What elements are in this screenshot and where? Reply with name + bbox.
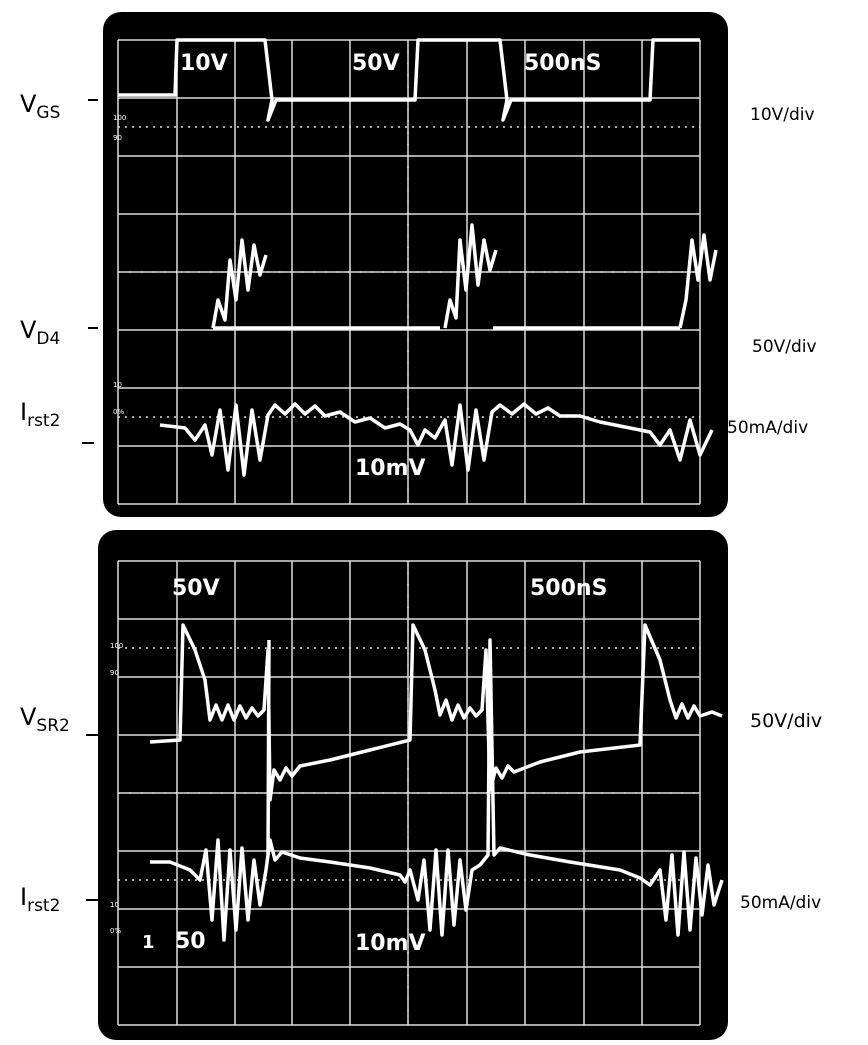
graticule-mark: 0% bbox=[110, 927, 121, 935]
screen-label: 1 bbox=[142, 932, 155, 953]
graticule-mark: 100 bbox=[113, 114, 126, 122]
signal-subscript: D4 bbox=[36, 329, 60, 349]
signal-label: VD4 bbox=[20, 316, 60, 349]
irst2-trace bbox=[150, 638, 724, 942]
signal-subscript: GS bbox=[36, 103, 60, 123]
vsr2-trace bbox=[149, 623, 723, 802]
signal-name: V bbox=[20, 316, 37, 344]
scale-label: 50V/div bbox=[750, 710, 822, 732]
screen-label: 10mV bbox=[355, 456, 426, 481]
screen-label: 500nS bbox=[524, 51, 601, 76]
vd4-trace bbox=[211, 223, 718, 330]
graticule-mark: 90 bbox=[110, 669, 119, 677]
signal-label: Irst2 bbox=[20, 883, 60, 916]
graticule-mark: 0% bbox=[113, 408, 124, 416]
scale-label: 50V/div bbox=[752, 337, 817, 357]
screen-label: 10V bbox=[180, 51, 228, 76]
signal-label: Irst2 bbox=[20, 398, 60, 431]
vgs-trace bbox=[118, 38, 700, 122]
signal-name: I bbox=[20, 398, 27, 426]
bottom-graticule bbox=[117, 560, 701, 1026]
scale-label: 50mA/div bbox=[740, 893, 821, 913]
screen-label: 500nS bbox=[530, 576, 607, 601]
scale-label: 10V/div bbox=[750, 105, 815, 125]
screen-label: 50V bbox=[352, 51, 400, 76]
graticule-mark: 100 bbox=[110, 642, 123, 650]
screen-label: 50V bbox=[172, 576, 220, 601]
signal-name: V bbox=[20, 90, 37, 118]
graticule-mark: 90 bbox=[113, 134, 122, 142]
bottom-screen bbox=[98, 530, 728, 1040]
scale-label: 50mA/div bbox=[727, 418, 808, 438]
signal-name: I bbox=[20, 883, 27, 911]
signal-subscript: SR2 bbox=[36, 716, 69, 736]
graticule-mark: 10 bbox=[110, 901, 119, 909]
signal-name: V bbox=[20, 703, 37, 731]
irst2-trace bbox=[159, 402, 714, 477]
signal-subscript: rst2 bbox=[27, 411, 60, 431]
top-screen bbox=[103, 12, 728, 517]
graticule-mark: 10 bbox=[113, 381, 122, 389]
signal-subscript: rst2 bbox=[27, 896, 60, 916]
signal-label: VSR2 bbox=[20, 703, 70, 736]
screen-label: 50 bbox=[175, 929, 206, 954]
screen-label: 10mV bbox=[355, 931, 426, 956]
signal-label: VGS bbox=[20, 90, 60, 123]
